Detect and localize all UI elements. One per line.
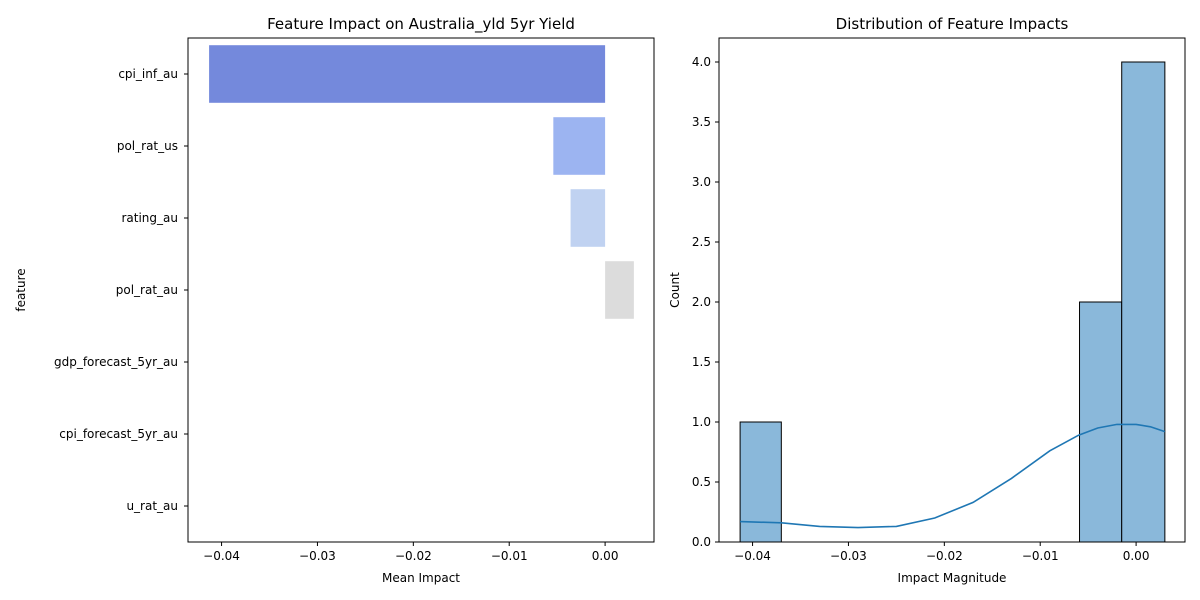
impact-bar-chart: Feature Impact on Australia_yld 5yr Yiel… bbox=[14, 15, 655, 585]
y-tick-label: 4.0 bbox=[692, 55, 711, 69]
x-tick-label: 0.00 bbox=[1123, 549, 1150, 563]
bar-pol_rat_au bbox=[605, 261, 634, 319]
bar-cpi_inf_au bbox=[209, 45, 606, 103]
x-tick-label: −0.02 bbox=[395, 549, 432, 563]
impact-histogram-chart: Distribution of Feature Impacts −0.04 −0.… bbox=[668, 15, 1186, 585]
y-tick-label: cpi_forecast_5yr_au bbox=[59, 427, 178, 441]
histogram-bar bbox=[739, 421, 782, 543]
x-tick-label: −0.01 bbox=[1022, 549, 1059, 563]
x-tick-label: −0.03 bbox=[299, 549, 336, 563]
bar-chart-title: Feature Impact on Australia_yld 5yr Yiel… bbox=[267, 15, 575, 34]
y-tick-label: 2.0 bbox=[692, 295, 711, 309]
histogram-x-label: Impact Magnitude bbox=[898, 571, 1007, 585]
bar-chart-y-label: feature bbox=[14, 268, 28, 311]
histogram-frame bbox=[718, 37, 1186, 543]
x-tick-label: 0.00 bbox=[592, 549, 619, 563]
bar-chart-frame bbox=[187, 37, 655, 543]
y-tick-label: 3.0 bbox=[692, 175, 711, 189]
y-tick-label: pol_rat_au bbox=[116, 283, 178, 297]
x-tick-label: −0.02 bbox=[926, 549, 963, 563]
histogram-bar bbox=[1079, 301, 1123, 543]
bar-rating_au bbox=[570, 189, 606, 247]
x-tick-label: −0.01 bbox=[491, 549, 528, 563]
y-tick-label: u_rat_au bbox=[126, 499, 178, 513]
y-tick-label: pol_rat_us bbox=[117, 139, 178, 153]
histogram-y-label: Count bbox=[668, 272, 682, 308]
y-tick-label: 3.5 bbox=[692, 115, 711, 129]
histogram-title: Distribution of Feature Impacts bbox=[836, 15, 1069, 33]
histogram-plot-area: −0.04 −0.03 −0.02 −0.01 0.00 0.0 0.5 1.0 1.5 2.0 2… bbox=[692, 55, 1166, 563]
y-tick-label: 1.0 bbox=[692, 415, 711, 429]
y-tick-label: rating_au bbox=[121, 211, 178, 225]
y-tick-label: gdp_forecast_5yr_au bbox=[54, 355, 178, 369]
y-tick-label: cpi_inf_au bbox=[118, 67, 178, 81]
x-tick-label: −0.04 bbox=[734, 549, 771, 563]
bar-chart-x-label: Mean Impact bbox=[382, 571, 460, 585]
bar-chart-plot-area: cpi_inf_au pol_rat_us rating_au pol_rat_aug… bbox=[54, 45, 634, 563]
y-tick-label: 0.5 bbox=[692, 475, 711, 489]
y-tick-label: 0.0 bbox=[692, 535, 711, 549]
bar-pol_rat_us bbox=[553, 117, 606, 175]
y-tick-label: 2.5 bbox=[692, 235, 711, 249]
x-tick-label: −0.03 bbox=[830, 549, 867, 563]
kde-curve bbox=[740, 423, 1166, 529]
x-tick-label: −0.04 bbox=[203, 549, 240, 563]
histogram-bar bbox=[1121, 61, 1166, 543]
y-tick-label: 1.5 bbox=[692, 355, 711, 369]
